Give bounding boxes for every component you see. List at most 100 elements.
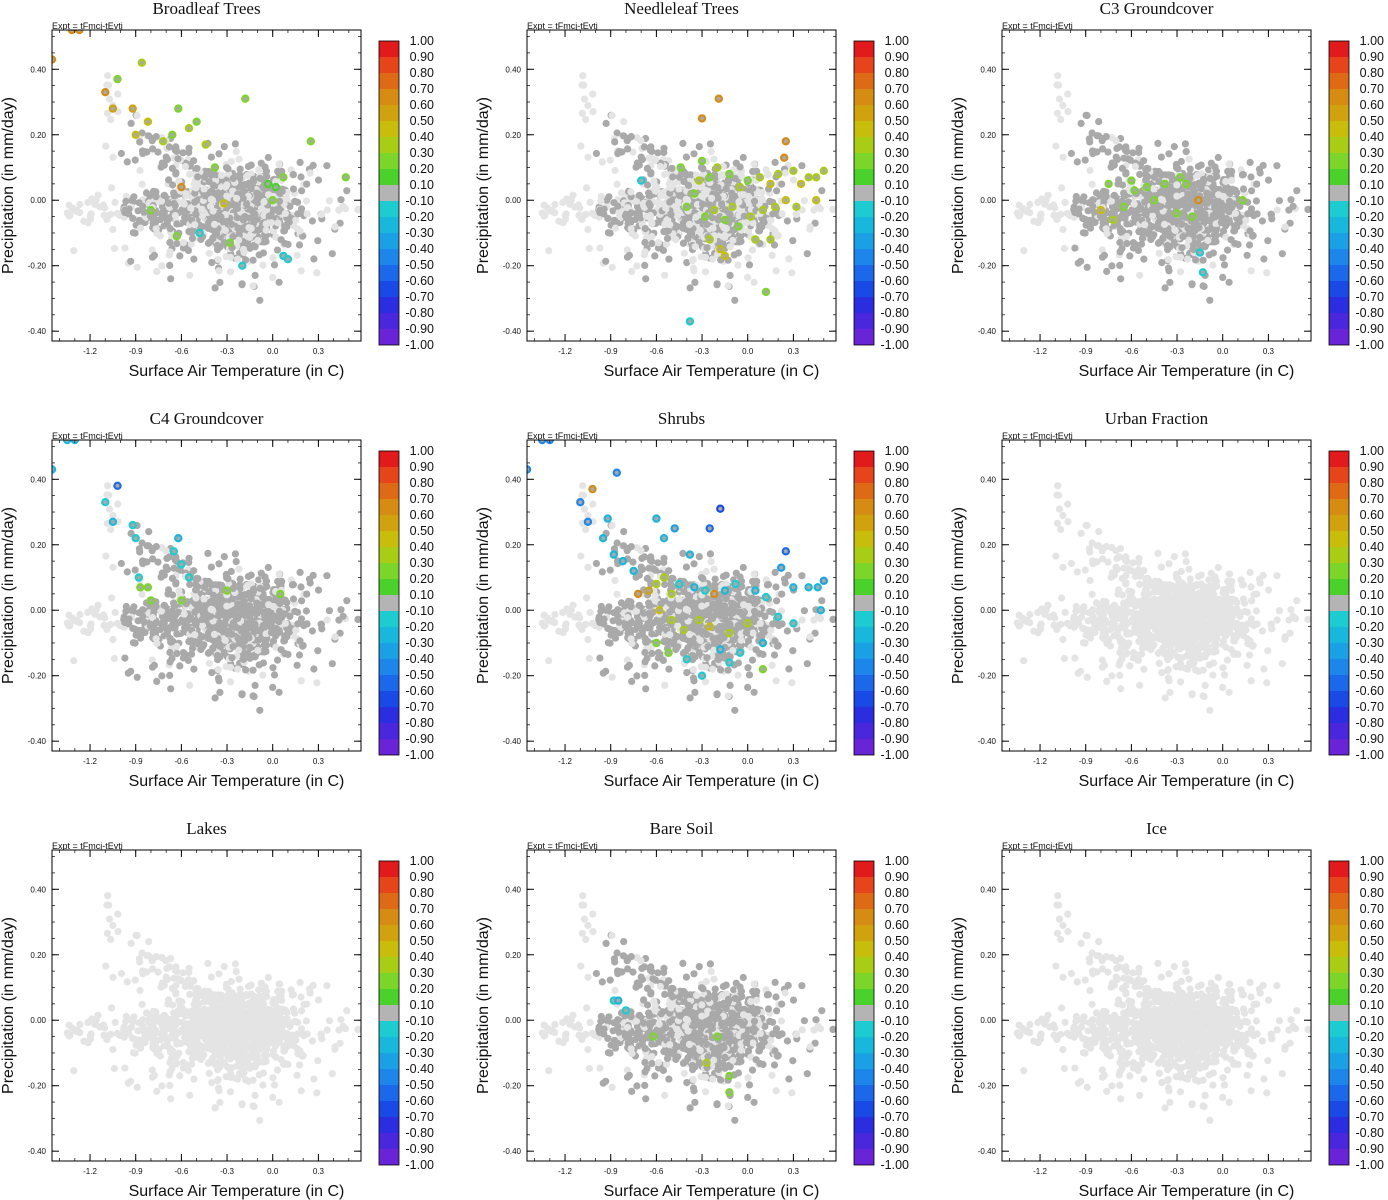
data-point bbox=[781, 169, 789, 177]
data-point bbox=[668, 164, 676, 172]
data-point bbox=[1230, 227, 1238, 235]
data-point bbox=[1104, 148, 1112, 156]
data-point bbox=[569, 191, 577, 199]
data-point bbox=[1123, 239, 1131, 248]
data-point bbox=[297, 173, 305, 181]
data-point bbox=[165, 143, 173, 151]
data-point bbox=[679, 221, 687, 229]
data-point bbox=[243, 610, 251, 618]
data-point bbox=[255, 166, 263, 174]
data-point bbox=[228, 654, 236, 662]
colorbar-swatch bbox=[854, 153, 874, 169]
data-point bbox=[114, 500, 122, 508]
data-point bbox=[771, 158, 779, 166]
data-point bbox=[206, 612, 215, 620]
data-point bbox=[1231, 209, 1239, 217]
colorbar-swatch bbox=[854, 297, 874, 313]
data-point bbox=[1141, 198, 1149, 206]
data-point bbox=[1121, 212, 1129, 220]
data-point bbox=[135, 626, 143, 635]
data-point bbox=[1129, 244, 1137, 252]
data-point bbox=[726, 271, 734, 279]
data-point bbox=[217, 213, 225, 221]
data-point bbox=[157, 197, 165, 205]
data-point bbox=[770, 241, 779, 249]
data-point bbox=[247, 595, 255, 603]
data-point bbox=[135, 609, 143, 617]
data-point bbox=[121, 206, 129, 214]
highlighted-point bbox=[766, 179, 775, 189]
highlighted-point bbox=[761, 287, 771, 297]
data-point bbox=[227, 157, 235, 166]
data-point bbox=[158, 672, 166, 680]
data-point bbox=[257, 569, 265, 577]
data-point bbox=[198, 212, 207, 220]
data-point bbox=[1144, 173, 1152, 181]
data-point bbox=[1304, 205, 1311, 213]
data-point bbox=[608, 263, 616, 271]
data-point bbox=[88, 195, 96, 203]
data-point bbox=[317, 210, 325, 218]
colorbar-label: 0.40 bbox=[410, 130, 434, 144]
data-point bbox=[291, 197, 299, 205]
y-tick-label: 0.40 bbox=[30, 475, 46, 484]
highlighted-point bbox=[713, 163, 722, 172]
data-point bbox=[651, 252, 659, 260]
data-point bbox=[584, 153, 592, 161]
data-point bbox=[157, 607, 165, 615]
x-axis-label: Surface Air Temperature (in C) bbox=[1079, 363, 1295, 380]
data-point bbox=[731, 706, 739, 714]
data-point bbox=[1102, 133, 1110, 141]
data-point bbox=[1088, 180, 1096, 188]
highlighted-point bbox=[184, 573, 194, 582]
colorbar-label: 0.90 bbox=[410, 50, 434, 64]
data-point bbox=[140, 618, 148, 626]
highlighted-point bbox=[735, 182, 745, 192]
colorbar-label: -0.30 bbox=[406, 226, 435, 240]
data-point bbox=[317, 620, 325, 629]
highlighted-point bbox=[746, 212, 756, 221]
data-point bbox=[148, 246, 156, 254]
data-point bbox=[218, 581, 226, 590]
colorbar-label: 0.80 bbox=[885, 66, 909, 80]
data-point bbox=[1150, 185, 1158, 193]
data-point bbox=[1054, 72, 1062, 80]
data-point bbox=[72, 207, 80, 215]
highlighted-point bbox=[172, 231, 181, 241]
data-point bbox=[166, 671, 174, 680]
data-point bbox=[211, 694, 219, 702]
expt-label: Expt = tFmcj-tEvtj bbox=[1002, 21, 1073, 31]
data-point bbox=[722, 185, 730, 193]
data-point bbox=[1212, 226, 1220, 234]
highlighted-point bbox=[796, 179, 806, 189]
data-point bbox=[236, 575, 244, 583]
highlighted-point bbox=[1175, 173, 1185, 182]
data-point bbox=[1196, 233, 1204, 241]
data-point bbox=[103, 109, 111, 117]
highlighted-point bbox=[1181, 179, 1191, 189]
data-point bbox=[337, 606, 345, 614]
data-point bbox=[1205, 251, 1213, 259]
data-point bbox=[1178, 244, 1186, 252]
x-tick-label: -1.2 bbox=[83, 347, 97, 356]
data-point bbox=[588, 209, 597, 217]
colorbar-swatch bbox=[379, 547, 399, 563]
data-point bbox=[238, 280, 246, 288]
data-point bbox=[1189, 245, 1198, 254]
highlighted-point bbox=[1188, 212, 1197, 221]
data-point bbox=[683, 259, 691, 267]
data-point bbox=[1201, 243, 1209, 251]
data-point bbox=[145, 132, 153, 140]
colorbar-label: -0.30 bbox=[881, 226, 910, 240]
data-point bbox=[214, 256, 222, 264]
data-point bbox=[648, 232, 656, 241]
highlighted-point bbox=[728, 202, 737, 211]
data-point bbox=[1184, 224, 1192, 232]
data-point bbox=[87, 215, 95, 223]
data-point bbox=[1273, 206, 1281, 214]
data-point bbox=[239, 655, 248, 664]
highlighted-point bbox=[195, 228, 204, 238]
colorbar-swatch bbox=[379, 57, 399, 73]
data-point bbox=[270, 261, 279, 269]
